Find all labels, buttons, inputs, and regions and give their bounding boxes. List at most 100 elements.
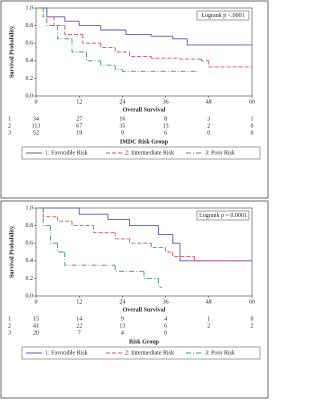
- annotation: Logrank p <.0001: [201, 13, 244, 19]
- y-tick-label: 0.6: [26, 41, 34, 47]
- risk-count: 15: [33, 316, 39, 322]
- x-axis-label: Overall Survival: [123, 107, 166, 113]
- risk-count: 14: [76, 316, 82, 322]
- legend-label: 1: Favorable Risk: [45, 350, 88, 356]
- risk-count: 2: [207, 323, 210, 329]
- risk-count: 0: [251, 123, 254, 129]
- survival-step: [114, 65, 123, 71]
- survival-step: [150, 56, 180, 59]
- y-tick-label: 1.0: [26, 205, 34, 211]
- survival-step: [157, 225, 173, 235]
- risk-row-label: 3: [8, 330, 11, 336]
- y-tick-label: 0.6: [26, 241, 34, 247]
- survival-step: [201, 59, 209, 62]
- legend-box: [21, 146, 261, 160]
- x-tick-label: 60: [249, 99, 255, 105]
- survival-step: [100, 43, 116, 49]
- risk-count: 22: [76, 323, 82, 329]
- annotation: Logrank p = 0.0001: [199, 213, 247, 219]
- x-tick-label: 24: [119, 99, 125, 105]
- y-tick-label: 1.0: [26, 5, 34, 11]
- risk-count: 9: [121, 316, 124, 322]
- survival-step: [114, 232, 130, 240]
- risk-count: 4: [164, 316, 167, 322]
- survival-step: [129, 52, 152, 57]
- survival-step: [49, 225, 58, 244]
- survival-step: [82, 34, 101, 44]
- risk-row-label: 1: [8, 316, 11, 322]
- survival-step: [172, 252, 195, 257]
- x-axis-label: Overall Survival: [123, 307, 166, 313]
- risk-count: 0: [251, 130, 254, 136]
- risk-count: 41: [33, 323, 39, 329]
- survival-step: [114, 265, 144, 272]
- legend-label: 3: Poor Risk: [205, 350, 235, 356]
- x-tick-label: 12: [76, 299, 82, 305]
- survival-step: [42, 208, 58, 218]
- legend-title: IMDC Risk Group: [120, 139, 169, 145]
- survival-step: [53, 16, 65, 27]
- risk-count: 7: [78, 330, 81, 336]
- survival-step: [129, 219, 159, 227]
- survival-step: [172, 234, 180, 244]
- x-tick-label: 60: [249, 299, 255, 305]
- survival-step: [150, 243, 166, 249]
- x-tick-label: 36: [163, 299, 169, 305]
- survival-step: [208, 60, 252, 68]
- legend-label: 2: Intermediate Risk: [125, 350, 174, 356]
- risk-count: 13: [119, 323, 125, 329]
- risk-count: 8: [164, 116, 167, 122]
- survival-step: [179, 58, 202, 60]
- risk-count: 0: [207, 130, 210, 136]
- risk-count: 4: [121, 330, 124, 336]
- risk-count: 2: [207, 123, 210, 129]
- survival-step: [157, 278, 162, 288]
- y-tick-label: 0.4: [26, 58, 34, 64]
- x-tick-label: 48: [206, 99, 212, 105]
- survival-step: [100, 60, 116, 66]
- plot-frame: [35, 7, 253, 97]
- risk-count: 1: [207, 316, 210, 322]
- annotation-box: [196, 210, 250, 221]
- y-tick-label: 0.0: [26, 93, 34, 99]
- survival-step: [64, 16, 80, 22]
- x-tick-label: 24: [119, 299, 125, 305]
- y-tick-label: 0.8: [26, 23, 34, 29]
- survival-step: [93, 225, 116, 234]
- x-tick-label: 48: [206, 299, 212, 305]
- x-tick-label: 36: [163, 99, 169, 105]
- survival-step: [121, 69, 198, 72]
- risk-count: 1: [251, 116, 254, 122]
- risk-count: 13: [163, 123, 169, 129]
- x-tick-label: 0: [35, 99, 38, 105]
- y-axis-label: Survival Probability: [9, 226, 15, 278]
- survival-step: [186, 38, 252, 46]
- survival-step: [46, 8, 58, 27]
- survival-step: [42, 8, 54, 18]
- survival-step: [129, 238, 152, 244]
- risk-row-label: 1: [8, 116, 11, 122]
- y-axis-label: Survival Probability: [9, 26, 15, 78]
- risk-count: 34: [33, 116, 39, 122]
- survival-step: [57, 25, 72, 40]
- survival-step: [71, 38, 87, 53]
- risk-count: 16: [119, 116, 125, 122]
- survival-step: [57, 216, 72, 222]
- survival-step: [71, 221, 94, 227]
- risk-row-label: 2: [8, 323, 11, 329]
- y-tick-label: 0.2: [26, 276, 34, 282]
- risk-count: 3: [207, 116, 210, 122]
- legend-label: 1: Favorable Risk: [45, 150, 88, 156]
- risk-count: 20: [33, 330, 39, 336]
- risk-count: 113: [32, 123, 41, 129]
- legend-label: 2: Intermediate Risk: [125, 150, 174, 156]
- risk-count: 52: [33, 130, 39, 136]
- survival-step: [193, 256, 252, 262]
- survival-step: [172, 36, 188, 40]
- survival-step: [165, 247, 173, 253]
- risk-count: 6: [164, 323, 167, 329]
- y-tick-label: 0.0: [26, 293, 34, 299]
- panel-border: [0, 0, 269, 199]
